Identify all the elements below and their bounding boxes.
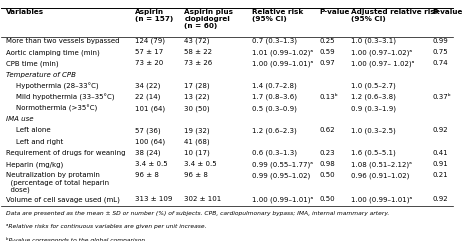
Text: 3.4 ± 0.5: 3.4 ± 0.5 [184,161,217,167]
Text: 13 (22): 13 (22) [184,94,210,100]
Text: 0.91: 0.91 [433,161,448,167]
Text: Variables: Variables [6,9,44,15]
Text: 101 (64): 101 (64) [135,105,165,112]
Text: 0.92: 0.92 [433,127,448,134]
Text: 96 ± 8: 96 ± 8 [184,172,208,178]
Text: 313 ± 109: 313 ± 109 [135,196,172,202]
Text: 73 ± 26: 73 ± 26 [184,60,212,66]
Text: Aspirin plus
clopidogrel
(n = 60): Aspirin plus clopidogrel (n = 60) [184,9,233,29]
Text: 0.41: 0.41 [433,150,448,156]
Text: 0.50: 0.50 [320,196,336,202]
Text: 302 ± 101: 302 ± 101 [184,196,221,202]
Text: 0.5 (0.3–0.9): 0.5 (0.3–0.9) [252,105,297,112]
Text: 43 (72): 43 (72) [184,38,210,44]
Text: 0.50: 0.50 [320,172,336,178]
Text: 1.0 (0.5–2.7): 1.0 (0.5–2.7) [351,83,396,89]
Text: 0.13ᵇ: 0.13ᵇ [320,94,338,100]
Text: Adjusted relative risk
(95% CI): Adjusted relative risk (95% CI) [351,9,440,22]
Text: 0.6 (0.3–1.3): 0.6 (0.3–1.3) [252,150,297,156]
Text: 1.2 (0.6–3.8): 1.2 (0.6–3.8) [351,94,396,100]
Text: More than two vessels bypassed: More than two vessels bypassed [6,38,119,44]
Text: Normothermia (>35°C): Normothermia (>35°C) [16,105,97,112]
Text: 0.99 (0.95–1.02): 0.99 (0.95–1.02) [252,172,310,179]
Text: 58 ± 22: 58 ± 22 [184,49,212,55]
Text: 0.75: 0.75 [433,49,448,55]
Text: Aortic clamping time (min): Aortic clamping time (min) [6,49,100,56]
Text: 0.99: 0.99 [433,38,448,44]
Text: Heparin (mg/kg): Heparin (mg/kg) [6,161,63,167]
Text: 1.6 (0.5–5.1): 1.6 (0.5–5.1) [351,150,396,156]
Text: Hypothermia (28–33°C): Hypothermia (28–33°C) [16,83,99,90]
Text: 0.25: 0.25 [320,38,335,44]
Text: 10 (17): 10 (17) [184,150,210,156]
Text: 0.92: 0.92 [433,196,448,202]
Text: 1.00 (0.99–1.01)ᵃ: 1.00 (0.99–1.01)ᵃ [351,196,413,203]
Text: 41 (68): 41 (68) [184,139,210,145]
Text: 38 (24): 38 (24) [135,150,160,156]
Text: Aspirin
(n = 157): Aspirin (n = 157) [135,9,173,22]
Text: Temperature of CPB: Temperature of CPB [6,72,76,78]
Text: 30 (50): 30 (50) [184,105,210,112]
Text: Mild hypothermia (33–35°C): Mild hypothermia (33–35°C) [16,94,114,101]
Text: 1.2 (0.6–2.3): 1.2 (0.6–2.3) [252,127,297,134]
Text: 0.7 (0.3–1.3): 0.7 (0.3–1.3) [252,38,297,44]
Text: 0.74: 0.74 [433,60,448,66]
Text: Requirement of drugs for weaning: Requirement of drugs for weaning [6,150,126,156]
Text: 96 ± 8: 96 ± 8 [135,172,158,178]
Text: 73 ± 20: 73 ± 20 [135,60,163,66]
Text: Data are presented as the mean ± SD or number (%) of subjects. CPB, cardiopulmon: Data are presented as the mean ± SD or n… [6,211,389,216]
Text: IMA use: IMA use [6,116,33,122]
Text: 22 (14): 22 (14) [135,94,160,100]
Text: 1.08 (0.51–2.12)ᵃ: 1.08 (0.51–2.12)ᵃ [351,161,412,167]
Text: 0.37ᵇ: 0.37ᵇ [433,94,451,100]
Text: 34 (22): 34 (22) [135,83,160,89]
Text: 0.62: 0.62 [320,127,336,134]
Text: 1.00 (0.97–1.02)ᵃ: 1.00 (0.97–1.02)ᵃ [351,49,412,56]
Text: ᵇP-value corresponds to the global comparison.: ᵇP-value corresponds to the global compa… [6,236,147,241]
Text: 57 ± 17: 57 ± 17 [135,49,163,55]
Text: Left alone: Left alone [16,127,50,134]
Text: 0.97: 0.97 [320,60,336,66]
Text: Relative risk
(95% CI): Relative risk (95% CI) [252,9,303,22]
Text: CPB time (min): CPB time (min) [6,60,58,67]
Text: 0.99 (0.55–1.77)ᵃ: 0.99 (0.55–1.77)ᵃ [252,161,313,167]
Text: 1.7 (0.8–3.6): 1.7 (0.8–3.6) [252,94,297,100]
Text: 3.4 ± 0.5: 3.4 ± 0.5 [135,161,167,167]
Text: 124 (79): 124 (79) [135,38,164,44]
Text: 0.59: 0.59 [320,49,336,55]
Text: Volume of cell savage used (mL): Volume of cell savage used (mL) [6,196,120,203]
Text: ᵃRelative risks for continuous variables are given per unit increase.: ᵃRelative risks for continuous variables… [6,224,206,229]
Text: 1.01 (0.99–1.02)ᵃ: 1.01 (0.99–1.02)ᵃ [252,49,313,56]
Text: 1.0 (0.3–2.5): 1.0 (0.3–2.5) [351,127,396,134]
Text: 57 (36): 57 (36) [135,127,160,134]
Text: P-value: P-value [433,9,463,15]
Text: 0.96 (0.91–1.02): 0.96 (0.91–1.02) [351,172,410,179]
Text: 1.0 (0.3–3.1): 1.0 (0.3–3.1) [351,38,396,44]
Text: 1.00 (0.99–1.01)ᵃ: 1.00 (0.99–1.01)ᵃ [252,60,313,67]
Text: 1.4 (0.7–2.8): 1.4 (0.7–2.8) [252,83,297,89]
Text: 0.9 (0.3–1.9): 0.9 (0.3–1.9) [351,105,396,112]
Text: 1.00 (0.97– 1.02)ᵃ: 1.00 (0.97– 1.02)ᵃ [351,60,415,67]
Text: 1.00 (0.99–1.01)ᵃ: 1.00 (0.99–1.01)ᵃ [252,196,313,203]
Text: 17 (28): 17 (28) [184,83,210,89]
Text: Neutralization by protamin
  (percentage of total heparin
  dose): Neutralization by protamin (percentage o… [6,172,109,193]
Text: Left and right: Left and right [16,139,63,145]
Text: 0.23: 0.23 [320,150,336,156]
Text: 0.21: 0.21 [433,172,448,178]
Text: 19 (32): 19 (32) [184,127,210,134]
Text: 100 (64): 100 (64) [135,139,165,145]
Text: 0.98: 0.98 [320,161,336,167]
Text: P-value: P-value [320,9,350,15]
